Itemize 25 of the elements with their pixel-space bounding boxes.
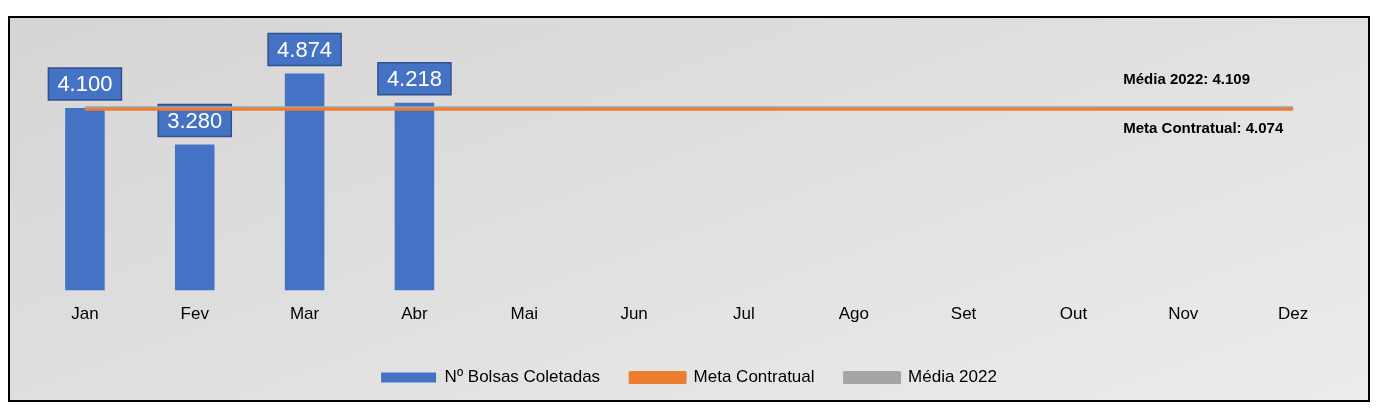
x-tick-label: Jul [733, 304, 755, 324]
bar [394, 102, 435, 291]
x-tick-label: Nov [1168, 304, 1199, 324]
x-tick-label: Jun [620, 304, 648, 324]
bar [284, 73, 325, 291]
data-label: 4.100 [57, 71, 113, 97]
x-tick-label: Set [950, 304, 977, 324]
data-label: 4.874 [277, 36, 333, 62]
x-tick-label: Jan [71, 304, 99, 324]
x-tick-label: Dez [1277, 304, 1309, 324]
data-label: 4.218 [386, 65, 442, 91]
x-tick-label: Ago [838, 304, 869, 324]
x-tick-label: Mai [510, 304, 538, 324]
legend-label: Média 2022 [908, 367, 997, 387]
annotation: Média 2022: 4.109 [1123, 69, 1250, 87]
x-tick-label: Fev [180, 304, 210, 324]
bar [65, 108, 105, 291]
legend-label: Meta Contratual [693, 367, 815, 387]
x-tick-label: Mar [289, 304, 320, 324]
x-tick-label: Abr [401, 304, 428, 324]
annotation: Meta Contratual: 4.074 [1123, 119, 1284, 137]
data-label: 3.280 [167, 107, 223, 133]
legend-label: Nº Bolsas Coletadas [444, 367, 601, 387]
x-tick-label: Out [1059, 304, 1088, 324]
bar [174, 144, 215, 291]
